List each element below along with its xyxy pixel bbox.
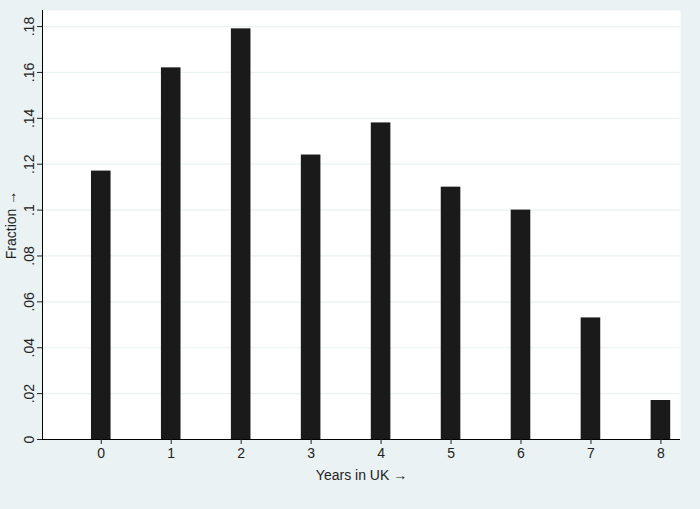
svg-text:1: 1 bbox=[167, 445, 175, 461]
svg-text:.06: .06 bbox=[21, 292, 37, 312]
svg-text:0: 0 bbox=[21, 435, 37, 443]
svg-text:7: 7 bbox=[587, 445, 595, 461]
svg-text:Fraction →: Fraction → bbox=[3, 191, 19, 259]
svg-text:.12: .12 bbox=[21, 154, 37, 174]
svg-text:.02: .02 bbox=[21, 384, 37, 404]
svg-text:0: 0 bbox=[97, 445, 105, 461]
svg-text:2: 2 bbox=[237, 445, 245, 461]
svg-text:5: 5 bbox=[447, 445, 455, 461]
svg-text:.08: .08 bbox=[21, 246, 37, 266]
svg-text:.14: .14 bbox=[21, 108, 37, 128]
svg-text:4: 4 bbox=[377, 445, 385, 461]
svg-text:.18: .18 bbox=[21, 17, 37, 37]
svg-text:.04: .04 bbox=[21, 338, 37, 358]
svg-text:6: 6 bbox=[517, 445, 525, 461]
svg-text:.16: .16 bbox=[21, 62, 37, 82]
svg-text:3: 3 bbox=[307, 445, 315, 461]
svg-text:8: 8 bbox=[657, 445, 665, 461]
svg-text:Years in UK →: Years in UK → bbox=[316, 467, 407, 483]
svg-text:.1: .1 bbox=[21, 204, 37, 216]
